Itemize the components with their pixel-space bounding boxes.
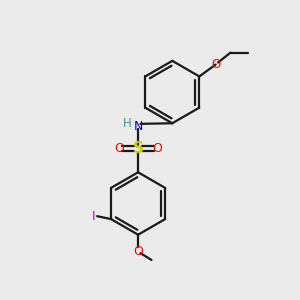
Text: I: I — [92, 210, 95, 223]
Text: N: N — [134, 120, 143, 133]
Text: H: H — [122, 117, 131, 130]
Text: O: O — [152, 142, 162, 155]
Text: S: S — [133, 141, 144, 156]
Text: O: O — [211, 58, 220, 71]
Text: O: O — [133, 244, 143, 258]
Text: O: O — [114, 142, 124, 155]
